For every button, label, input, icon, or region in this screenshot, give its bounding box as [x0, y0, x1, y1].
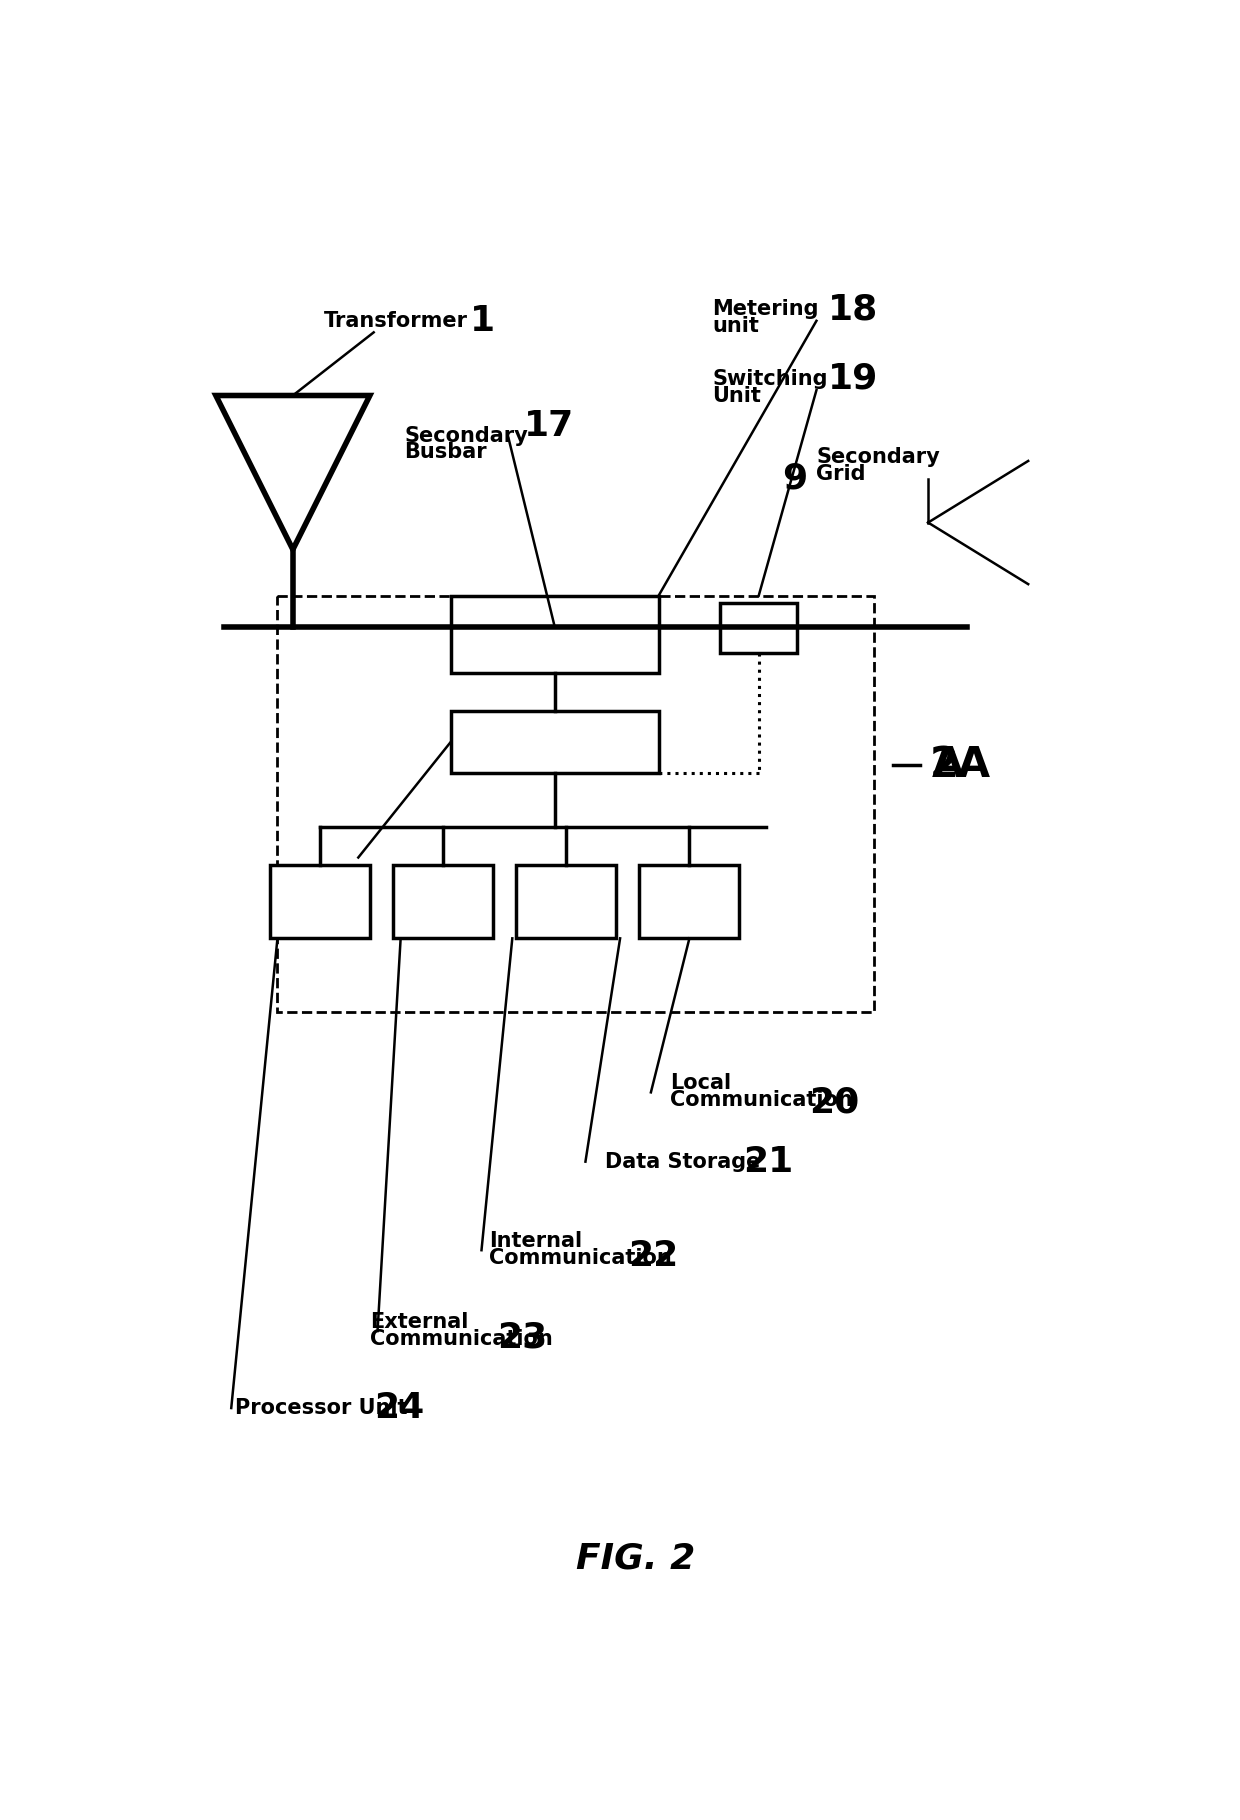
Text: 22: 22	[627, 1239, 678, 1274]
Polygon shape	[640, 864, 739, 939]
Text: Grid: Grid	[816, 464, 866, 484]
Text: Secondary: Secondary	[816, 448, 940, 468]
Text: 17: 17	[523, 410, 574, 444]
Text: unit: unit	[713, 317, 759, 337]
Polygon shape	[393, 864, 494, 939]
Text: 24: 24	[373, 1390, 424, 1425]
Text: FIG. 2: FIG. 2	[575, 1542, 696, 1574]
Text: Metering: Metering	[713, 298, 818, 318]
Text: Busbar: Busbar	[404, 442, 487, 462]
Text: Transformer: Transformer	[324, 311, 467, 331]
Text: Communication: Communication	[490, 1249, 672, 1269]
Text: Communication: Communication	[370, 1329, 553, 1349]
Text: Local: Local	[670, 1074, 732, 1094]
Text: 23: 23	[497, 1320, 547, 1354]
Polygon shape	[450, 595, 658, 673]
Text: Switching: Switching	[713, 369, 828, 388]
Text: 20: 20	[808, 1085, 859, 1119]
Text: Internal: Internal	[490, 1230, 583, 1250]
Polygon shape	[516, 864, 616, 939]
Polygon shape	[720, 604, 797, 653]
Text: 9: 9	[781, 462, 807, 495]
Text: External: External	[370, 1312, 469, 1332]
Text: A: A	[932, 744, 965, 786]
Text: Data Storage: Data Storage	[605, 1152, 760, 1172]
Text: Communication: Communication	[670, 1090, 853, 1110]
Text: 21: 21	[743, 1145, 794, 1179]
Text: 1: 1	[470, 304, 495, 339]
Polygon shape	[450, 712, 658, 774]
Polygon shape	[270, 864, 370, 939]
Text: 2A: 2A	[930, 744, 991, 786]
Text: Secondary: Secondary	[404, 426, 528, 446]
Text: Processor Unit: Processor Unit	[236, 1398, 408, 1418]
Text: 18: 18	[828, 293, 878, 326]
Text: Unit: Unit	[713, 386, 761, 406]
Text: 19: 19	[828, 362, 878, 395]
